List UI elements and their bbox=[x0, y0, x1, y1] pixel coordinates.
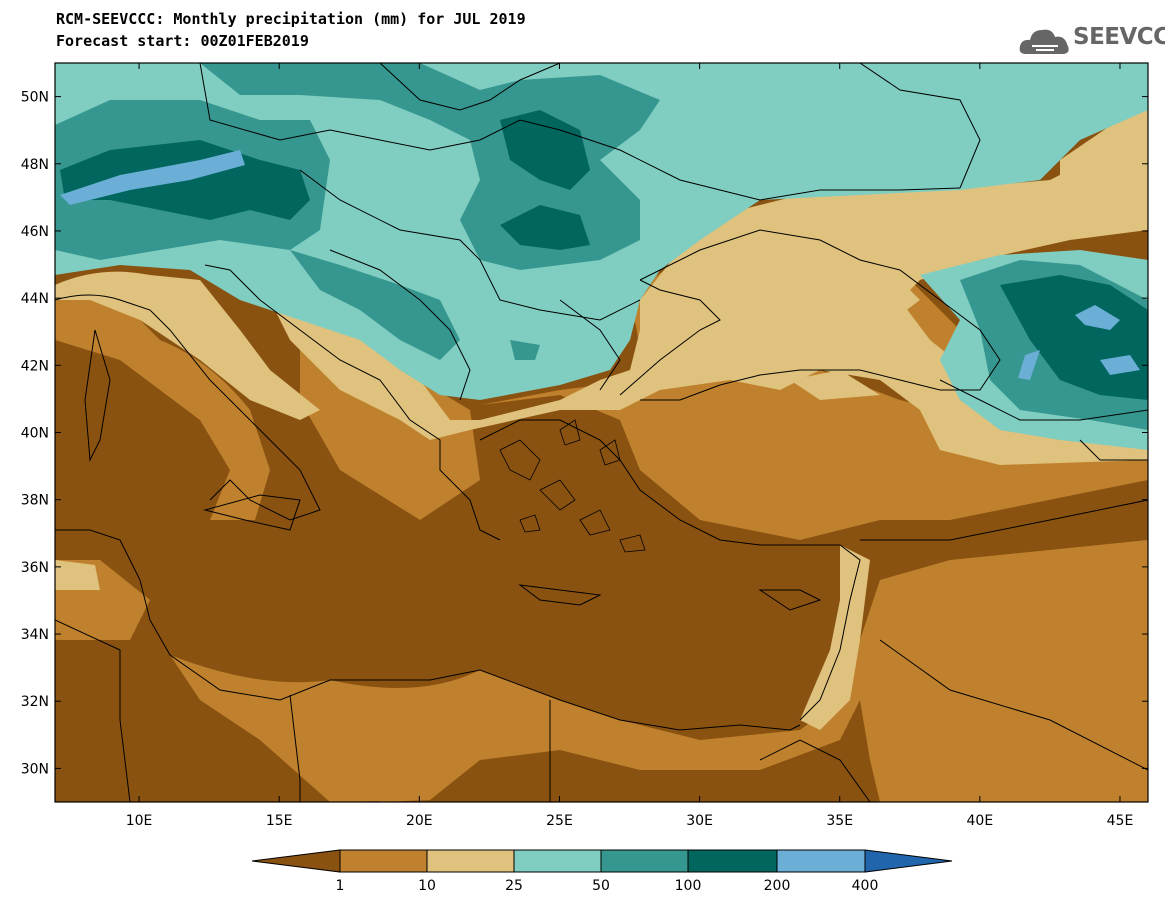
colorbar-label: 100 bbox=[675, 878, 702, 894]
lon-label: 45E bbox=[1107, 813, 1134, 829]
lat-label: 44N bbox=[21, 291, 49, 307]
forecast-start-label: Forecast start: 00Z01FEB2019 bbox=[56, 32, 309, 50]
lat-label: 38N bbox=[21, 493, 49, 509]
lat-label: 46N bbox=[21, 224, 49, 240]
colorbar-label: 200 bbox=[764, 878, 791, 894]
greek-islands bbox=[499, 419, 646, 553]
precipitation-fields bbox=[55, 63, 1148, 802]
colorbar-segment bbox=[776, 849, 866, 873]
colorbar-label: 50 bbox=[592, 878, 610, 894]
logo-text: SEEVCCC bbox=[1073, 24, 1165, 50]
lat-label: 48N bbox=[21, 157, 49, 173]
colorbar-label: 25 bbox=[505, 878, 523, 894]
colorbar-label: 1 bbox=[336, 878, 345, 894]
map-title: RCM-SEEVCCC: Monthly precipitation (mm) … bbox=[56, 10, 526, 28]
colorbar-label: 10 bbox=[418, 878, 436, 894]
lon-label: 30E bbox=[686, 813, 713, 829]
lat-label: 50N bbox=[21, 90, 49, 106]
colorbar-segment bbox=[339, 849, 428, 873]
lon-label: 10E bbox=[126, 813, 153, 829]
colorbar-segment bbox=[600, 849, 689, 873]
lon-label: 15E bbox=[266, 813, 293, 829]
coastlines bbox=[55, 63, 1148, 802]
lat-label: 40N bbox=[21, 426, 49, 442]
lon-label: 35E bbox=[826, 813, 853, 829]
lat-label: 36N bbox=[21, 560, 49, 576]
colorbar-segment bbox=[426, 849, 515, 873]
lon-label: 40E bbox=[967, 813, 994, 829]
lat-label: 34N bbox=[21, 627, 49, 643]
lon-label: 20E bbox=[406, 813, 433, 829]
seevccc-logo: SEEVCCC bbox=[1018, 20, 1165, 60]
colorbar-arrow-low bbox=[251, 849, 341, 873]
lon-label: 25E bbox=[546, 813, 573, 829]
lat-label: 30N bbox=[21, 761, 49, 777]
colorbar-label: 400 bbox=[852, 878, 879, 894]
colorbar-segment bbox=[687, 849, 778, 873]
colorbar: 1 10 25 50 100 200 400 bbox=[251, 849, 953, 894]
colorbar-arrow-high bbox=[864, 849, 953, 873]
lat-label: 42N bbox=[21, 358, 49, 374]
lat-label: 32N bbox=[21, 694, 49, 710]
colorbar-segment bbox=[513, 849, 602, 873]
longitude-axis: 10E 15E 20E 25E 30E 35E 40E 45E bbox=[126, 63, 1134, 829]
cloud-icon bbox=[1019, 29, 1069, 54]
latitude-axis: 50N 48N 46N 44N 42N 40N 38N 36N 34N 32N 30N bbox=[21, 90, 1148, 777]
